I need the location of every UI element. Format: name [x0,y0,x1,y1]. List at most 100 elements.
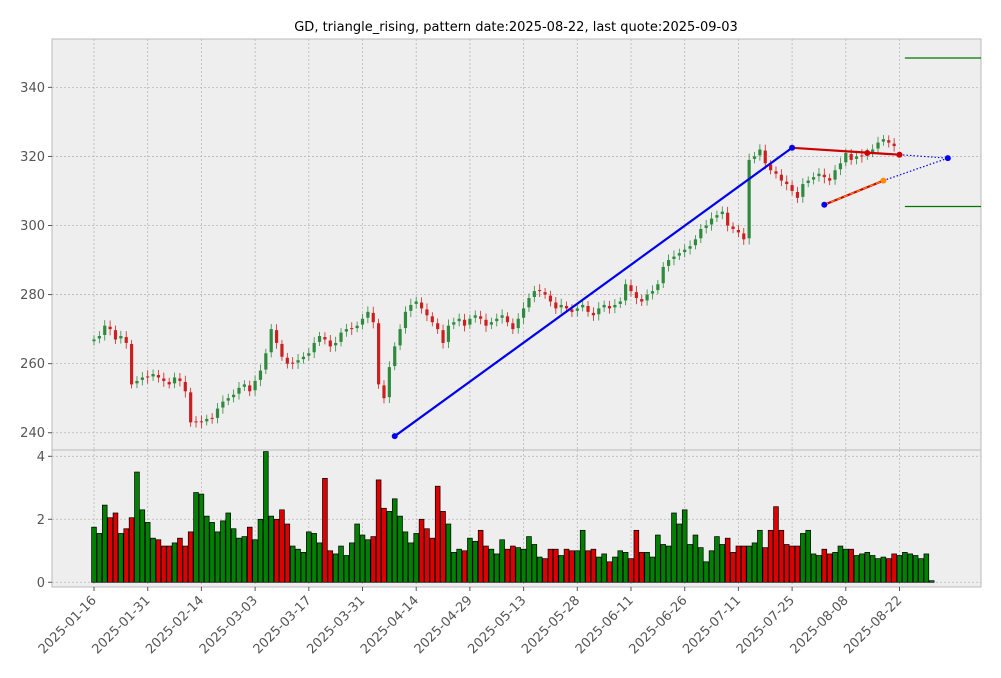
volume-bar [896,555,903,583]
candle [301,352,306,364]
candle [205,414,209,426]
candle [237,381,241,400]
candle [747,153,751,245]
candle-body [602,304,606,308]
candle [683,244,687,258]
candle [151,369,155,381]
volume-bar [536,556,543,583]
candle-body [715,215,719,218]
candle [393,342,397,371]
volume-bar [386,511,393,583]
volume-bar [762,547,768,583]
pattern-point [880,177,887,184]
volume-bar [284,523,291,583]
candle-body [817,173,821,177]
candle-body [237,387,241,394]
pattern-point [391,433,398,440]
candle [178,372,182,387]
candle-body [709,218,714,225]
candle-body [650,291,655,294]
volume-bar [681,509,688,583]
candle [108,320,112,336]
volume-bar [633,529,640,583]
volume-bar [751,542,758,583]
candle [189,387,193,427]
candle [543,288,547,299]
candle [613,299,617,314]
candle-body [693,239,698,246]
candle-body [516,318,520,329]
candle-body [334,342,338,346]
volume-bar [880,556,887,583]
candle [409,298,413,318]
volume-bar [499,539,505,583]
volume-bar [456,548,462,583]
volume-bar [477,529,484,583]
candle-body [634,292,638,299]
candle-body [726,212,730,226]
candle-body [849,154,853,160]
candle-body [414,301,418,304]
volume-bar [848,548,854,583]
candle [597,302,601,321]
volume-bar [660,544,666,583]
candle [253,375,257,396]
volume-bar [531,544,538,583]
pattern-overlays [391,57,981,440]
volume-bar [359,534,366,583]
candle-body [624,284,628,301]
volume-bar [306,531,312,583]
candle [516,313,520,334]
candle-body [312,342,316,353]
candle-body [822,174,826,178]
volume-tick-label: 2 [37,513,45,528]
volume-bar [338,545,344,583]
candle-body [242,384,246,387]
volume-bar [144,522,151,583]
volume-bar [638,552,645,583]
candle-body [688,246,692,249]
volume-bar [177,537,183,583]
candle [742,227,746,245]
candle [242,380,246,391]
candle [645,289,649,306]
volume-bar [843,548,849,583]
volume-bar [783,544,790,583]
volume-bar [912,555,919,583]
volume-bar [161,545,167,583]
volume-bar [225,512,232,583]
candle [446,319,451,349]
candle [140,371,144,386]
volume-bar [381,507,387,583]
volume-bar [585,550,591,583]
candle [414,296,418,309]
candle-body [226,398,230,401]
candle-body [403,311,408,329]
volume-bar [810,553,817,583]
volume-bar [778,529,785,583]
volume-bar [139,509,146,583]
candle-body [661,266,665,284]
candle [162,372,166,387]
candle-body [285,357,289,364]
candle-body [291,362,295,364]
candle-body [108,326,112,330]
candle-body [393,346,397,367]
volume-bar [375,479,382,583]
volume-bar [644,552,650,583]
volume-bar [209,522,215,583]
candle-body [811,177,816,180]
volume-bar [220,520,226,583]
candle [312,337,316,359]
candle [817,168,821,182]
candle-body [505,316,510,323]
volume-bar [494,553,500,583]
candle [822,168,826,184]
volume-bar [311,533,317,583]
volume-bar [429,537,436,583]
price-tick-label: 240 [20,426,45,441]
price-tick-label: 280 [20,288,45,303]
volume-bar [719,544,726,583]
candle [119,330,123,344]
volume-bar [187,531,194,583]
